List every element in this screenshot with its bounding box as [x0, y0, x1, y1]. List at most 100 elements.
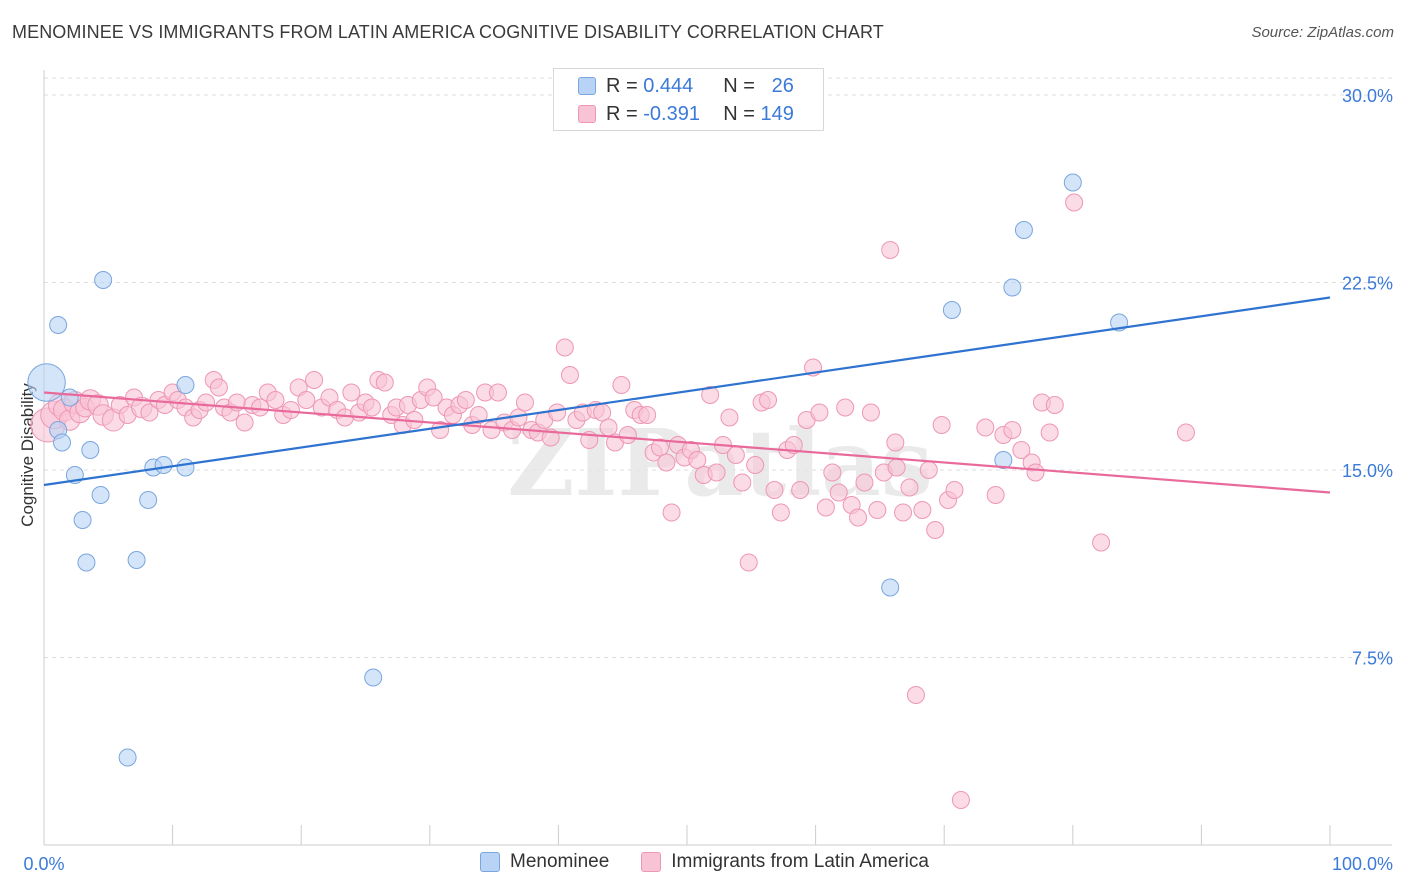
- immigrants-point: [424, 388, 443, 407]
- legend-row-immigrants: R = -0.391 N = 149: [554, 100, 794, 128]
- immigrants-point: [209, 378, 228, 397]
- immigrants-point: [456, 391, 475, 409]
- menominee-point: [1014, 221, 1033, 239]
- menominee-point: [881, 578, 900, 597]
- immigrants-point: [771, 503, 790, 522]
- immigrants-point: [726, 446, 745, 464]
- immigrants-point: [913, 501, 932, 519]
- menominee-point: [77, 553, 96, 572]
- menominee-point: [53, 433, 72, 452]
- menominee-point: [1003, 278, 1022, 297]
- menominee-point: [176, 458, 195, 477]
- immigrants-point: [976, 418, 995, 437]
- immigrants-point: [140, 403, 159, 422]
- immigrants-point: [816, 498, 835, 517]
- menominee-point: [127, 551, 146, 569]
- immigrants-point: [305, 371, 324, 389]
- immigrants-point: [342, 383, 361, 402]
- immigrants-point: [266, 391, 285, 409]
- legend-row-menominee: R = 0.444 N = 26: [554, 72, 794, 100]
- immigrants-point: [707, 463, 726, 482]
- immigrants-point: [733, 473, 752, 492]
- immigrants-point: [887, 458, 906, 477]
- x-tick-label: 100.0%: [1332, 854, 1393, 874]
- immigrants-point: [894, 503, 913, 522]
- immigrants-point: [951, 791, 970, 809]
- menominee-point: [154, 456, 173, 474]
- immigrants-point: [362, 398, 381, 417]
- immigrants-point: [861, 403, 880, 422]
- immigrants-point: [829, 483, 848, 502]
- legend-item-menominee[interactable]: Menominee: [480, 851, 609, 873]
- immigrants-point: [945, 481, 964, 499]
- immigrants-point: [932, 416, 951, 434]
- immigrants-point: [612, 376, 631, 394]
- immigrants-point: [746, 456, 765, 474]
- legend-item-immigrants[interactable]: Immigrants from Latin America: [641, 851, 929, 873]
- menominee-trendline: [43, 296, 1331, 487]
- immigrants-point: [560, 366, 579, 384]
- menominee-point: [91, 486, 110, 504]
- immigrants-trendline: [43, 391, 1331, 494]
- legend-label-menominee: Menominee: [510, 851, 610, 872]
- immigrants-point: [855, 473, 874, 492]
- immigrants-point: [1045, 396, 1064, 414]
- immigrants-point: [599, 418, 618, 437]
- immigrants-point: [886, 433, 905, 452]
- immigrants-point: [900, 478, 919, 497]
- r-value: 0.444: [643, 74, 694, 97]
- r-label: R =: [606, 74, 638, 97]
- legend-swatch-menominee: [578, 77, 596, 95]
- source-label: Source: ZipAtlas.com: [1251, 24, 1394, 41]
- immigrants-point: [810, 403, 829, 422]
- immigrants-point: [1092, 533, 1111, 552]
- immigrants-point: [1040, 423, 1059, 442]
- immigrants-point: [1026, 463, 1045, 482]
- immigrants-point: [650, 438, 669, 457]
- n-value: 149: [760, 102, 794, 125]
- menominee-point: [27, 363, 66, 402]
- menominee-point: [81, 441, 100, 459]
- immigrants-point: [662, 503, 681, 522]
- n-label: N =: [723, 102, 755, 125]
- menominee-point: [364, 668, 383, 687]
- immigrants-point: [375, 373, 394, 392]
- y-tick-label: 7.5%: [1352, 649, 1393, 669]
- immigrants-point: [297, 391, 316, 409]
- n-label: N =: [723, 74, 755, 97]
- immigrants-point: [488, 383, 507, 402]
- immigrants-point: [638, 406, 657, 424]
- correlation-legend: R = 0.444 N = 26 R = -0.391 N = 149: [553, 68, 824, 131]
- immigrants-point: [1065, 193, 1084, 212]
- immigrants-point: [849, 508, 868, 527]
- immigrants-point: [906, 686, 925, 704]
- immigrants-point: [469, 406, 488, 424]
- menominee-point: [994, 451, 1013, 469]
- immigrants-point: [1176, 423, 1195, 442]
- legend-label-immigrants: Immigrants from Latin America: [671, 851, 929, 872]
- menominee-point: [49, 316, 68, 334]
- immigrants-point: [868, 501, 887, 519]
- menominee-point: [118, 748, 137, 767]
- immigrants-point: [926, 521, 945, 539]
- immigrants-point: [881, 241, 900, 259]
- legend-swatch-menominee: [480, 852, 500, 872]
- immigrants-point: [251, 398, 270, 417]
- r-label: R =: [606, 102, 638, 125]
- x-tick-label: 0.0%: [23, 854, 64, 874]
- y-tick-label: 22.5%: [1342, 274, 1393, 294]
- immigrants-point: [836, 398, 855, 417]
- immigrants-point: [919, 461, 938, 479]
- chart-title: MENOMINEE VS IMMIGRANTS FROM LATIN AMERI…: [12, 22, 884, 42]
- immigrants-point: [759, 391, 778, 409]
- n-value: 26: [771, 74, 794, 97]
- menominee-point: [73, 511, 92, 529]
- menominee-point: [60, 388, 79, 407]
- immigrants-point: [823, 463, 842, 482]
- menominee-point: [176, 376, 195, 394]
- immigrants-point: [197, 393, 216, 412]
- immigrants-point: [618, 426, 637, 444]
- immigrants-point: [235, 413, 254, 432]
- r-value: -0.391: [643, 102, 700, 125]
